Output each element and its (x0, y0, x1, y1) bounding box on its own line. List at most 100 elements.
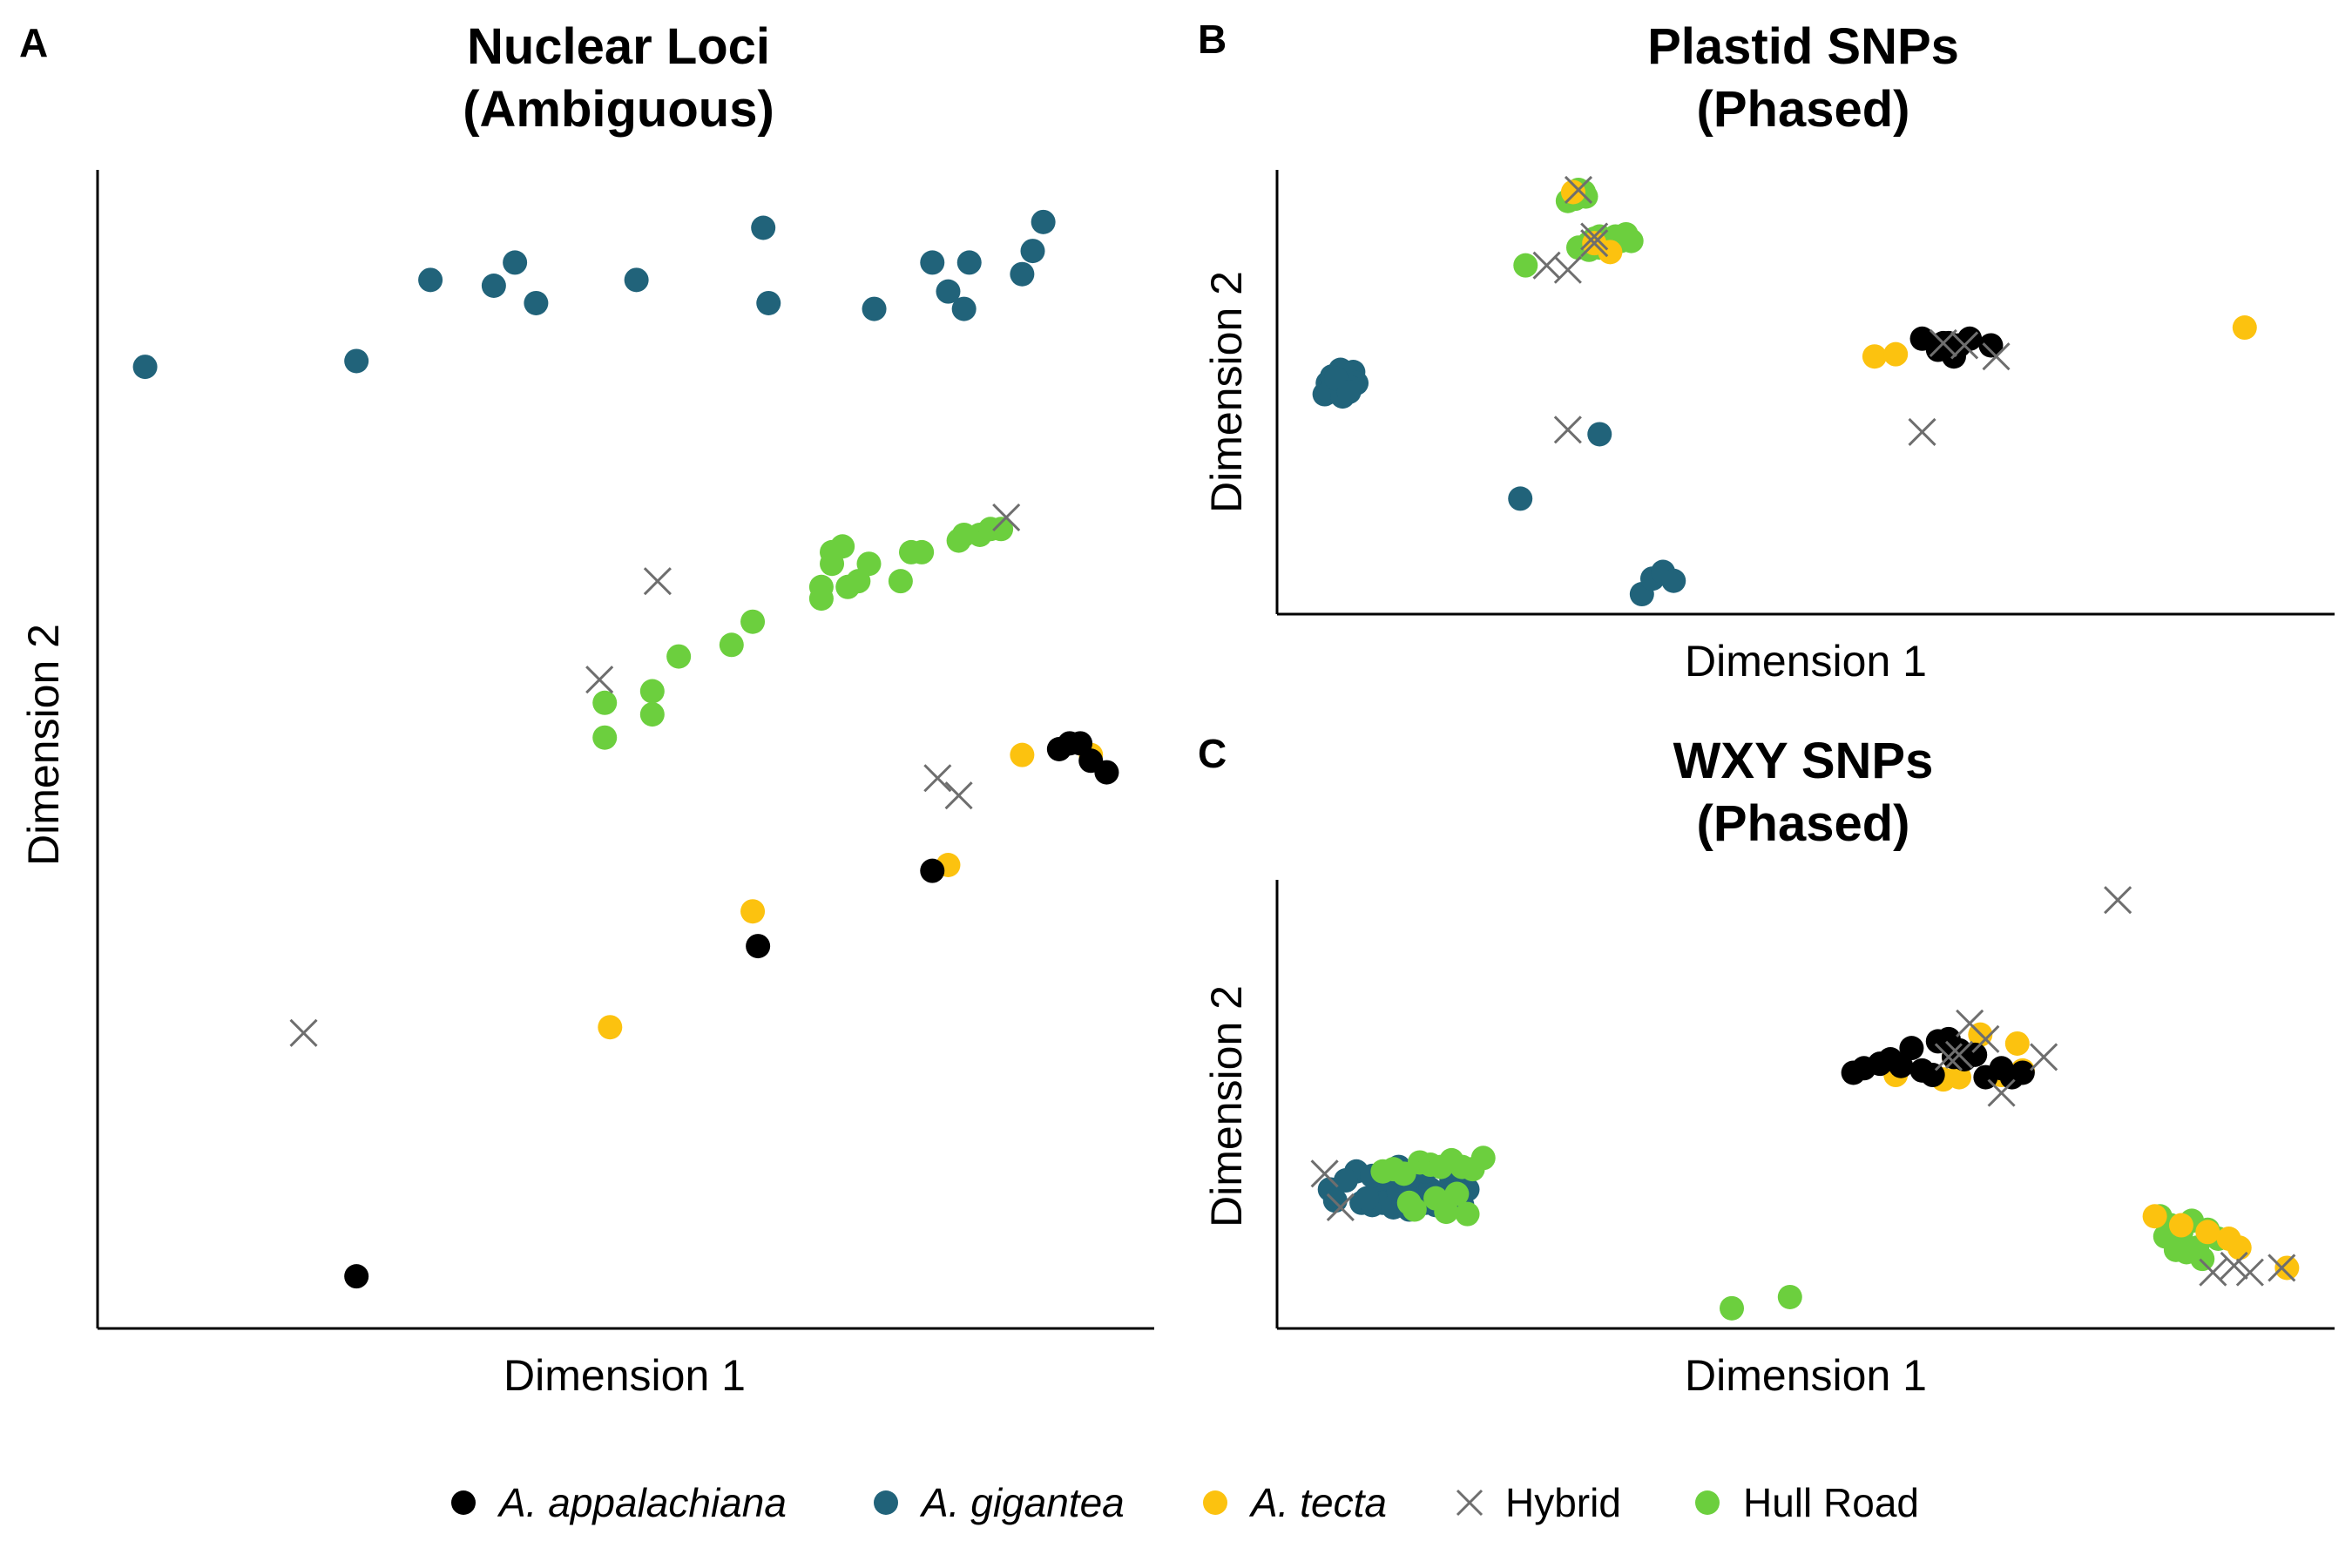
panel-c-hybrid-point (2030, 1043, 2058, 1071)
panel-c-a-tecta-point (2227, 1235, 2252, 1260)
legend-marker-a-appalachiana (451, 1490, 476, 1515)
panel-c-a-tecta-point (2195, 1220, 2220, 1245)
legend-item-hull-road: Hull Road (1693, 1472, 1919, 1533)
panel-a-hull-road-point (666, 644, 692, 669)
panel-a-a-gigantea-point (344, 348, 369, 374)
panel-a-a-tecta-point (740, 899, 766, 924)
legend-item-a-appalachiana: A. appalachiana (449, 1472, 787, 1533)
panel-a-a-appalachiana-point (344, 1264, 369, 1289)
panel-b-a-gigantea-point (1661, 568, 1686, 593)
legend-item-a-gigantea: A. gigantea (871, 1472, 1125, 1533)
panel-b-hybrid-point (1553, 416, 1582, 444)
panel-c-hull-road-point (1434, 1200, 1459, 1225)
panel-c-a-tecta-point (2168, 1213, 2193, 1238)
legend-label-hybrid: Hybrid (1505, 1480, 1621, 1525)
panel-a-a-gigantea-point (503, 250, 528, 275)
legend: A. appalachiana A. gigantea A. tecta Hyb… (0, 1472, 2352, 1533)
panel-b-xlabel: Dimension 1 (1685, 637, 1927, 686)
panel-b-a-gigantea-point (1336, 380, 1362, 404)
panel-a-hybrid-point (992, 503, 1021, 532)
panel-b-title: Plastid SNPs (Phased) (1647, 18, 1959, 138)
panel-a-hull-road-point (909, 539, 935, 564)
panel-a-a-gigantea-point (920, 250, 945, 275)
legend-marker-a-tecta (1203, 1490, 1227, 1515)
panel-a-hull-road-point (989, 517, 1014, 542)
panel-a-hybrid-point (923, 764, 952, 793)
panel-a-hybrid-point (643, 567, 672, 596)
panel-c-a-appalachiana-point (1925, 1029, 1950, 1054)
panel-b-plot (1275, 170, 2335, 616)
panel-b-a-tecta-point (1560, 179, 1585, 205)
panel-a-title: Nuclear Loci (Ambiguous) (463, 18, 774, 138)
panel-c-hull-road-point (1402, 1197, 1427, 1222)
panel-c-hull-road-point (1455, 1201, 1480, 1227)
panel-c-hybrid-point (1944, 1040, 1974, 1069)
panel-a-a-gigantea-point (481, 274, 506, 298)
panel-a-hull-road-point (592, 725, 618, 750)
panel-a-series-a-appalachiana (344, 731, 1119, 1289)
panel-a-a-appalachiana-point (746, 934, 771, 959)
panel-c-hull-road-point (2190, 1247, 2215, 1272)
panel-a-hull-road-point (592, 690, 618, 715)
panel-a-hull-road-point (639, 702, 665, 727)
panel-a-series-a-gigantea (132, 209, 1056, 380)
panel-a-ylabel: Dimension 2 (19, 624, 68, 866)
panel-letter-c: C (1198, 731, 1227, 776)
panel-b-hybrid-point (1982, 342, 2011, 371)
panel-a-a-gigantea-point (624, 267, 649, 293)
panel-a-a-tecta-point (1010, 742, 1035, 767)
panel-a-a-tecta-point (598, 1015, 623, 1040)
panel-c-series-hybrid (1310, 886, 2296, 1287)
panel-letter-b: B (1198, 17, 1227, 62)
panel-a-series-hybrid (289, 503, 1021, 1047)
panel-c-xlabel: Dimension 1 (1685, 1351, 1927, 1400)
panel-c-title: WXY SNPs (Phased) (1673, 733, 1934, 852)
panel-c-hybrid-point (1971, 1024, 2000, 1053)
panel-b-hybrid-point (1564, 175, 1593, 205)
panel-a-a-gigantea-point (1031, 209, 1056, 234)
panel-c-hybrid-point (2104, 886, 2132, 915)
panel-c-hybrid-point (1326, 1193, 1355, 1222)
panel-a-hybrid-point (289, 1018, 318, 1047)
panel-b-hybrid-point (1950, 331, 1979, 360)
panel-a-hybrid-point (585, 666, 614, 694)
panel-b-a-tecta-point (1862, 344, 1887, 369)
panel-a-a-gigantea-point (751, 215, 776, 240)
panel-a-hull-road-point (719, 632, 744, 658)
panel-b-hybrid-point (1908, 417, 1936, 446)
panel-a-hull-road-point (830, 534, 855, 559)
panel-c-hybrid-point (1987, 1078, 2016, 1107)
panel-c-ylabel: Dimension 2 (1202, 985, 1251, 1227)
legend-label-a-tecta: A. tecta (1251, 1480, 1387, 1525)
panel-a-a-gigantea-point (756, 290, 781, 315)
panel-b-a-tecta-point (1883, 341, 1909, 367)
panel-c-hybrid-point (1934, 1043, 1963, 1071)
panel-b-a-gigantea-point (1587, 422, 1612, 447)
panel-a-a-appalachiana-point (920, 858, 945, 883)
panel-a-a-gigantea-point (936, 279, 961, 304)
panel-a-hull-road-point (856, 551, 882, 577)
panel-a-hull-road-point (808, 586, 834, 612)
panel-b-series-a-gigantea (1312, 357, 1686, 607)
panel-c-a-gigantea-point (1355, 1186, 1380, 1211)
panel-a-a-gigantea-point (524, 290, 549, 315)
panel-c-hull-road-point (1470, 1146, 1496, 1171)
panel-b-hybrid-point (1580, 222, 1609, 251)
panel-a-xlabel: Dimension 1 (504, 1351, 746, 1400)
panel-c-hull-road-point (1720, 1295, 1745, 1321)
panel-c-series-a-appalachiana (1841, 1026, 2035, 1090)
panel-c-hybrid-point (2235, 1258, 2264, 1287)
panel-c-a-appalachiana-point (1941, 1044, 1966, 1070)
panel-a-a-gigantea-point (418, 267, 443, 293)
legend-item-a-tecta: A. tecta (1200, 1472, 1387, 1533)
panel-b-hull-road-point (1619, 228, 1644, 253)
panel-c-plot (1275, 880, 2335, 1330)
panel-a-hull-road-point (888, 569, 913, 594)
panel-b-hull-road-point (1513, 253, 1538, 278)
legend-marker-hull-road (1695, 1490, 1720, 1515)
panel-b-ylabel: Dimension 2 (1202, 271, 1251, 513)
panel-b-hybrid-point (1580, 229, 1609, 258)
panel-c-hybrid-point (2199, 1258, 2227, 1287)
panel-c-a-appalachiana-point (1963, 1042, 1988, 1067)
panel-b-a-tecta-point (2232, 315, 2257, 341)
